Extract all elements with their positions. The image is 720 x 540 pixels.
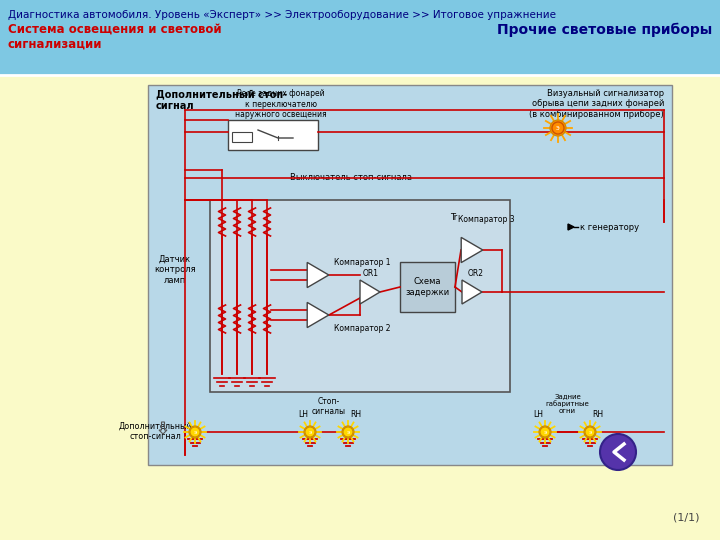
Text: э: э <box>588 429 592 435</box>
Text: э: э <box>544 429 546 435</box>
Circle shape <box>550 120 566 136</box>
Circle shape <box>343 427 353 437</box>
Text: э: э <box>556 125 560 131</box>
Circle shape <box>189 426 201 438</box>
Text: Стоп-
сигналы: Стоп- сигналы <box>312 396 346 416</box>
Text: Дополнительный стоп-
сигнал: Дополнительный стоп- сигнал <box>156 89 287 111</box>
Text: Компаратор 3: Компаратор 3 <box>458 215 515 224</box>
Text: э: э <box>193 429 197 435</box>
Polygon shape <box>462 280 482 304</box>
Text: RH: RH <box>592 410 603 419</box>
Text: Дополнительный
стоп-сигнал: Дополнительный стоп-сигнал <box>118 422 192 441</box>
Circle shape <box>304 426 316 438</box>
Bar <box>148 85 672 465</box>
Circle shape <box>539 426 551 438</box>
Text: Выключатель стоп-сигнала: Выключатель стоп-сигнала <box>290 173 412 183</box>
Bar <box>0 75 720 540</box>
Text: Компаратор 2: Компаратор 2 <box>334 324 390 333</box>
Text: Визуальный сигнализатор
обрыва цепи задних фонарей
(в комбинированном приборе): Визуальный сигнализатор обрыва цепи задн… <box>529 89 664 119</box>
Circle shape <box>190 427 200 437</box>
Text: Прочие световые приборы: Прочие световые приборы <box>497 23 712 37</box>
Circle shape <box>305 427 315 437</box>
Text: э: э <box>346 429 350 435</box>
Bar <box>228 120 318 150</box>
Text: Компаратор 1: Компаратор 1 <box>334 258 390 267</box>
Text: Схема
задержки: Схема задержки <box>405 278 449 296</box>
Text: Диагностика автомобиля. Уровень «Эксперт» >> Электрооборудование >> Итоговое упр: Диагностика автомобиля. Уровень «Эксперт… <box>8 10 556 20</box>
Text: OR1: OR1 <box>363 269 379 278</box>
Text: Tr: Tr <box>450 213 457 222</box>
Circle shape <box>552 122 564 134</box>
Polygon shape <box>307 302 329 328</box>
Text: Реле задних фонарей
к переключателю
наружного освещения: Реле задних фонарей к переключателю нару… <box>235 89 327 119</box>
Bar <box>0 0 720 75</box>
Text: Система освещения и световой
сигнализации: Система освещения и световой сигнализаци… <box>8 23 222 51</box>
Text: OR2: OR2 <box>468 269 484 278</box>
Text: к генератору: к генератору <box>580 222 639 232</box>
Polygon shape <box>462 238 483 262</box>
Bar <box>400 262 455 312</box>
Text: LH: LH <box>533 410 543 419</box>
Circle shape <box>342 426 354 438</box>
Text: RH: RH <box>350 410 361 419</box>
Text: э: э <box>308 429 312 435</box>
Circle shape <box>540 427 550 437</box>
Circle shape <box>585 427 595 437</box>
Bar <box>210 200 510 392</box>
Polygon shape <box>307 262 329 288</box>
Text: Задние
габаритные
огни: Задние габаритные огни <box>546 393 590 414</box>
Text: LH: LH <box>298 410 308 419</box>
Circle shape <box>584 426 596 438</box>
Polygon shape <box>360 280 380 304</box>
Text: Датчик
контроля
ламп: Датчик контроля ламп <box>154 255 196 285</box>
Text: (1/1): (1/1) <box>673 512 700 522</box>
Bar <box>232 132 252 142</box>
Polygon shape <box>568 224 574 230</box>
Circle shape <box>600 434 636 470</box>
